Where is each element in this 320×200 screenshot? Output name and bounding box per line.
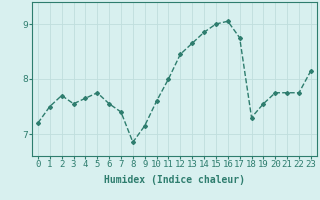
X-axis label: Humidex (Indice chaleur): Humidex (Indice chaleur) — [104, 175, 245, 185]
